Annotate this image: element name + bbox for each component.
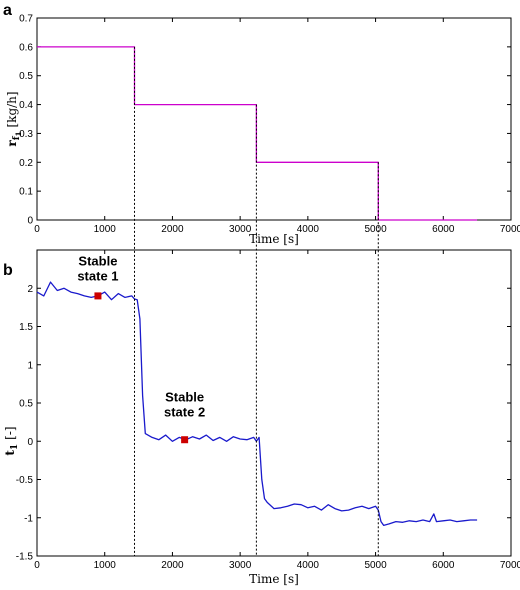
panel-a-xtick-label: 1000 [94,224,117,235]
panel-b-label: b [3,262,13,279]
panel-a-label: a [3,2,12,19]
panel-b-ytick-label: 0.5 [19,399,33,410]
stable-state-annotation: Stable state 1 [77,253,118,283]
panel-a-chart: a 0 1000 2000 3000 4000 5000 6000 7000 0 0.1 0.2 0.… [3,2,520,246]
panel-a-xtick-label: 5000 [364,224,387,235]
panel-b-xtick-label: 6000 [432,560,455,571]
panel-a-xtick-label: 7000 [500,224,520,235]
panel-a-ytick-label: 0.2 [19,158,33,169]
panel-a-ticks: 0 1000 2000 3000 4000 5000 6000 7000 0 0.1 0.2 0.3 0… [19,14,520,236]
panel-a-ytick-label: 0.1 [19,187,33,198]
panel-a-ytick-label: 0 [27,216,33,227]
transition-lines [134,46,379,556]
panel-b-xlabel: Time [s] [249,572,299,586]
panel-a-ytick-label: 0.7 [19,14,33,25]
panel-b-annotations: Stable state 1 Stable state 2 [77,253,205,419]
panel-a-ylabel-main: r [5,140,19,147]
panel-b-ytick-label: -1.5 [16,552,34,563]
panel-b-ytick-label: 0 [27,437,33,448]
panel-b-chart: b 0 1000 2000 3000 4000 5000 6000 7000 -1.5 -1 -0.… [3,249,520,586]
panel-a-ytick-label: 0.6 [19,42,33,53]
panel-b-xtick-label: 0 [34,560,40,571]
panel-b-series-line [36,281,478,527]
panel-a-xlabel: Time [s] [249,232,299,246]
stable-state-marker [181,436,189,444]
stable-state-marker [94,292,102,300]
panel-b-ylabel-unit: [-] [3,426,17,439]
panel-b-ylabel: t1 [-] [3,426,20,455]
panel-a-ytick-label: 0.5 [19,71,33,82]
panel-b-ylabel-sub: 1 [10,444,20,450]
panel-a-ylabel: rf1 [kg/h] [5,91,23,146]
panel-b-xtick-label: 3000 [229,560,252,571]
panel-b-markers [94,292,189,444]
panel-b-xtick-label: 1000 [94,560,117,571]
panel-a-ytick-label: 0.3 [19,129,33,140]
panel-a-ytick-label: 0.4 [19,100,33,111]
panel-a-ylabel-subsub: 1 [14,131,23,136]
panel-b-xtick-label: 2000 [161,560,184,571]
panel-a-xtick-label: 0 [34,224,40,235]
panel-b-xtick-label: 5000 [364,560,387,571]
panel-b-xtick-label: 4000 [297,560,320,571]
panel-b-series [36,281,478,527]
panel-a-xtick-label: 2000 [161,224,184,235]
stable-state-annotation: Stable state 2 [164,389,205,419]
panel-b-ylabel-main: t [3,450,17,456]
panel-b-ytick-label: 1 [27,360,33,371]
panel-a-plot-area [36,17,512,221]
panel-b-ticks: 0 1000 2000 3000 4000 5000 6000 7000 -1.5 -1 -0.5 0… [16,250,520,571]
panel-b-ytick-label: -1 [24,513,33,524]
panel-b-ytick-label: 1.5 [19,322,33,333]
panel-a-xtick-label: 4000 [297,224,320,235]
panel-b-ytick-label: 2 [27,284,33,295]
panel-b-plot-area [36,249,512,557]
panel-b-xtick-label: 7000 [500,560,520,571]
panel-a-xtick-label: 3000 [229,224,252,235]
panel-b-ytick-label: -0.5 [16,475,34,486]
panel-a-xtick-label: 6000 [432,224,455,235]
panel-a-ylabel-unit: [kg/h] [5,91,19,127]
panel-a-ylabel-sub: f [12,135,22,140]
